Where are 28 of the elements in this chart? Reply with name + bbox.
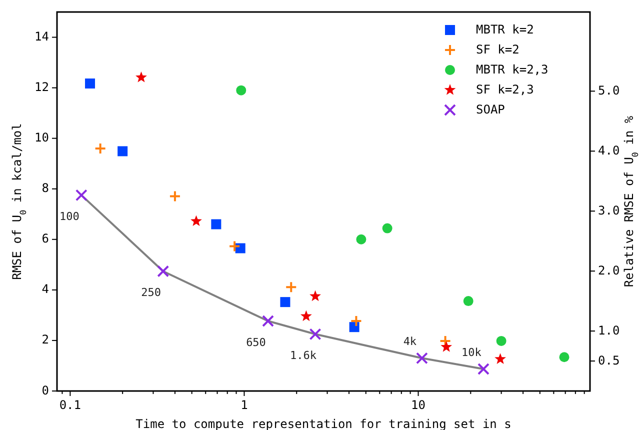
- y-tick-label: 4: [42, 282, 49, 296]
- legend-label: MBTR k=2: [476, 22, 534, 36]
- annotation: 4k: [403, 335, 417, 348]
- y-tick-label: 0: [42, 383, 49, 398]
- legend-label: SF k=2: [476, 42, 520, 56]
- legend-label: SOAP: [476, 102, 505, 116]
- y2-tick-label: 5.0: [598, 83, 620, 98]
- y-tick-label: 8: [42, 181, 49, 196]
- x-tick-label: 1: [240, 398, 248, 412]
- x-tick-label: 10: [411, 398, 426, 412]
- y-tick-label: 14: [34, 30, 49, 44]
- annotation: 1.6k: [290, 349, 317, 362]
- y2-tick-label: 0.5: [598, 353, 620, 368]
- y2-tick-label: 3.0: [598, 203, 620, 218]
- x-tick-label: 0.1: [59, 398, 82, 412]
- legend-label: MBTR k=2,3: [476, 62, 548, 76]
- legend-label: SF k=2,3: [476, 82, 534, 96]
- y2-tick-label: 4.0: [598, 143, 620, 158]
- annotation: 10k: [462, 346, 482, 360]
- annotation: 650: [246, 336, 266, 350]
- annotation: 100: [59, 210, 80, 224]
- y-tick-label: 10: [34, 130, 49, 145]
- y-tick-label: 12: [34, 80, 49, 94]
- y2-tick-label: 2.0: [598, 263, 620, 278]
- y-tick-label: 6: [42, 232, 49, 246]
- annotation: 250: [141, 286, 162, 300]
- y2-tick-label: 1.0: [598, 323, 620, 338]
- y-tick-label: 2: [42, 332, 49, 347]
